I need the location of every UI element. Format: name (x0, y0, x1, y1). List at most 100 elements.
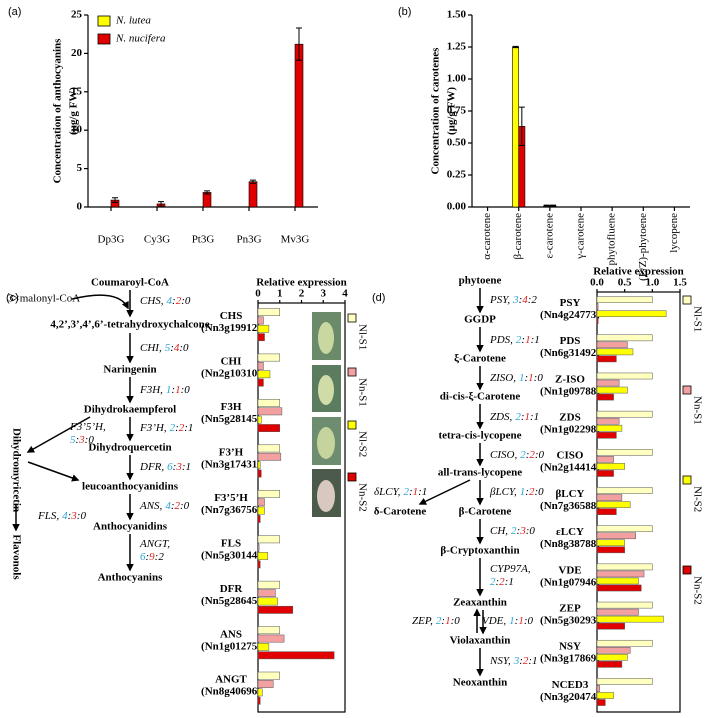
ratio-part: : (179, 342, 183, 354)
ratio-part: : (451, 615, 455, 627)
enzyme-name: ANS, (139, 500, 163, 512)
bar (257, 535, 280, 544)
ratio-part: : (146, 551, 150, 563)
enzyme-step: PDS, 2:1:1 (489, 334, 540, 346)
ratio-part: 3 (513, 655, 520, 667)
bar (596, 393, 614, 401)
ratio-part: 2 (174, 500, 180, 512)
category-label: VDE (558, 564, 581, 576)
bar (596, 639, 653, 647)
arrow (27, 461, 80, 482)
error-bar (112, 197, 118, 203)
x-axis-label: Relative expression (593, 266, 684, 278)
category-label: ZEP (559, 602, 581, 614)
ratio-part: 3 (519, 525, 526, 537)
ratio-part: 2 (516, 334, 522, 346)
bar (596, 539, 625, 547)
category-label: F3’H (219, 446, 244, 458)
category-id: (Nn3g20474) (540, 691, 600, 703)
x-tick-label: 0.5 (618, 277, 632, 289)
enzyme-ratio: 1:1:0 (519, 372, 543, 384)
legend-label: Nl-S2 (356, 431, 368, 457)
arrow (71, 294, 129, 310)
enzyme-name: CISO, (490, 449, 517, 461)
legend-swatch (682, 295, 692, 305)
ratio-part: 3 (175, 461, 182, 473)
x-tick-label: α-carotene (481, 213, 493, 260)
enzyme-name: VDE, (482, 615, 506, 627)
x-tick-label: Dp3G (98, 234, 125, 246)
pathway-node: GGDP (464, 314, 496, 326)
arrow (26, 416, 91, 453)
ratio-part: : (181, 384, 185, 396)
ratio-part: 9 (149, 551, 155, 563)
pathway-node: phytoene (459, 275, 502, 287)
error-bar (204, 190, 210, 195)
bar (257, 370, 271, 379)
bar (294, 43, 304, 208)
enzyme-step: NSY, 3:2:1 (489, 655, 538, 667)
legend-swatch (347, 420, 357, 430)
bar (257, 461, 261, 470)
y-axis-label: Concentration of anthocyanins (52, 38, 64, 184)
ratio-part: 2 (179, 422, 185, 434)
category-label: PSY (560, 297, 581, 309)
enzyme-step: CHI, 5:4:0 (140, 342, 189, 354)
legend-label: Nn-S1 (691, 396, 703, 425)
y-tick-label: 1.25 (447, 41, 467, 53)
category-id: (Nn8g38788) (540, 538, 600, 550)
ratio-part: : (530, 411, 534, 423)
bar (596, 532, 636, 540)
x-axis-label: Relative expression (256, 277, 347, 289)
bar (596, 410, 653, 418)
bar (596, 699, 606, 706)
category-label: ANS (220, 628, 242, 640)
category-label: DFR (220, 583, 244, 595)
y-tick-label: 1.00 (447, 73, 467, 85)
bar (596, 463, 625, 470)
category-label: F3H (221, 401, 242, 413)
bar (596, 501, 631, 508)
category-id: (Nn6g31492) (540, 347, 600, 359)
bar (202, 192, 212, 208)
category-label: ANGT (215, 674, 247, 686)
enzyme-name: ZEP, (412, 615, 433, 627)
ratio-part: 5 (70, 434, 76, 446)
enzyme-name: ZISO, (490, 372, 516, 384)
error-bar (518, 106, 525, 147)
ratio-part: 1 (528, 372, 534, 384)
bar (257, 452, 282, 461)
bar (257, 324, 270, 333)
enzyme-ratio: 3:4:2 (512, 294, 537, 306)
enzyme-name: δLCY, (374, 486, 401, 498)
ratio-part: 5 (165, 342, 171, 354)
bar (257, 362, 264, 370)
enzyme-step: PSY, 3:4:2 (489, 294, 537, 306)
ratio-part: 4 (167, 295, 173, 307)
error-bar (512, 45, 519, 49)
bar (596, 379, 620, 387)
ratio-part: 1 (534, 411, 540, 423)
ratio-part: 1 (534, 334, 540, 346)
legend-label: N. lutea (115, 15, 151, 27)
ratio-part: 6 (140, 551, 146, 563)
ratio-part: : (528, 294, 532, 306)
ratio-part: 1 (519, 372, 525, 384)
bar (257, 552, 269, 560)
pathway-node: Neoxanthin (453, 677, 507, 689)
category-label: NSY (559, 641, 581, 653)
category-id: (Nn8g40696) (201, 686, 261, 698)
bar (596, 608, 639, 616)
y-axis-label: Concentration of carotenes (430, 47, 442, 175)
x-tick-label: (E/Z)-phytoene (637, 213, 649, 281)
enzyme-name: NSY, (489, 655, 511, 667)
category-label: CISO (557, 450, 584, 462)
legend-label: Nl-S1 (356, 324, 368, 350)
ratio-part: 2 (523, 655, 529, 667)
legend-label: Nn-S2 (356, 483, 368, 512)
enzyme-name: F3H, (139, 384, 163, 396)
ratio-part: 2 (170, 422, 176, 434)
category-label: FLS (221, 537, 241, 549)
x-tick-label: Pt3G (192, 234, 215, 246)
category-id: (Nn5g30144) (201, 549, 261, 561)
